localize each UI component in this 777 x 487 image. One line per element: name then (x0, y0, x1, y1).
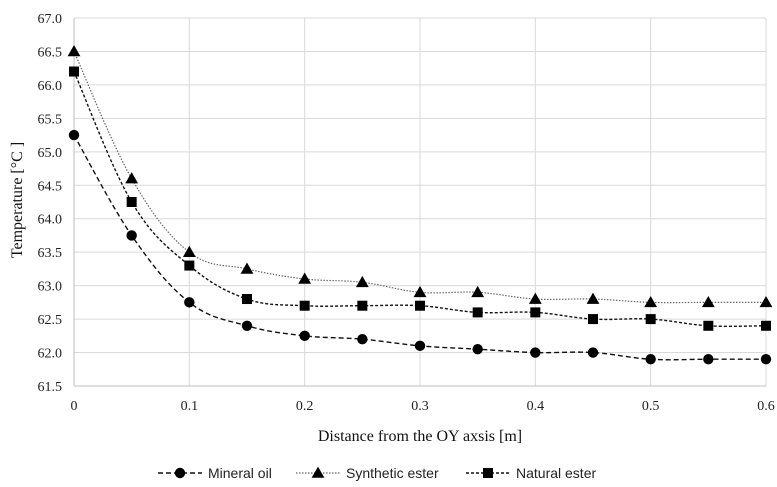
data-point (530, 347, 541, 358)
y-tick-label: 64.0 (38, 213, 63, 228)
legend-label: Mineral oil (208, 465, 272, 481)
data-point (241, 320, 253, 331)
data-point (472, 307, 483, 318)
data-point (530, 307, 541, 318)
x-tick-label: 0.4 (527, 399, 545, 414)
data-point (67, 45, 81, 57)
data-point (701, 295, 715, 308)
legend-marker (311, 466, 325, 478)
y-tick-label: 66.5 (38, 45, 63, 60)
data-point (587, 347, 599, 358)
legend-item: Mineral oil (158, 465, 272, 481)
data-point (357, 300, 368, 311)
y-tick-label: 64.5 (38, 179, 63, 194)
legend-marker (174, 467, 186, 479)
x-tick-label: 0.6 (757, 399, 775, 414)
data-point (586, 292, 600, 304)
data-point (588, 314, 598, 325)
x-tick-label: 0.5 (642, 399, 660, 414)
data-point (299, 330, 310, 342)
y-tick-label: 66.0 (38, 79, 63, 94)
x-axis-title: Distance from the OY axsis [m] (318, 428, 522, 445)
data-point (357, 333, 368, 345)
x-tick-label: 0.1 (181, 399, 199, 414)
y-tick-label: 62.0 (38, 347, 63, 362)
data-point (68, 129, 80, 141)
data-point (242, 294, 252, 305)
data-point (240, 262, 254, 274)
data-point (125, 172, 139, 184)
data-point (644, 295, 658, 308)
series-mineral-oil (68, 129, 772, 365)
legend-marker (483, 468, 493, 478)
legend-item: Synthetic ester (296, 465, 439, 481)
data-point (355, 275, 369, 288)
data-point (69, 66, 79, 77)
data-point (182, 245, 196, 257)
y-tick-label: 67.0 (38, 12, 63, 27)
x-tick-label: 0.2 (296, 399, 314, 414)
tick-labels: 61.5 62.0 62.5 63.0 63.5 64.0 64.5 65.0 65.5 66.0… (38, 12, 775, 414)
y-tick-label: 65.5 (38, 112, 63, 127)
legend-label: Synthetic ester (346, 465, 439, 481)
data-point (472, 344, 483, 355)
y-tick-label: 65.0 (38, 146, 63, 161)
legend-label: Natural ester (516, 465, 596, 481)
axes (73, 18, 766, 387)
y-tick-label: 61.5 (38, 380, 63, 395)
x-tick-label: 0.3 (411, 399, 429, 414)
y-axis-title: Temperature [°C ] (9, 142, 26, 258)
data-point (471, 285, 485, 298)
data-point (760, 354, 772, 365)
data-point (299, 300, 310, 311)
series-synthetic-ester (67, 45, 773, 308)
data-point (645, 314, 656, 325)
y-tick-label: 63.0 (38, 280, 63, 295)
x-tick-label: 0 (71, 399, 78, 414)
data-point (703, 320, 714, 331)
y-tick-label: 62.5 (38, 313, 63, 328)
data-point (645, 354, 656, 365)
data-point (415, 300, 425, 311)
legend-item: Natural ester (466, 465, 596, 481)
data-point (184, 297, 195, 308)
data-point (703, 354, 714, 365)
data-point (298, 272, 312, 284)
data-point (126, 230, 137, 241)
data-point (184, 260, 195, 271)
data-point (126, 197, 137, 207)
y-tick-label: 63.5 (38, 246, 63, 261)
series-natural-ester (69, 66, 771, 331)
grid (73, 17, 767, 387)
data-point (414, 340, 426, 352)
data-point (413, 285, 427, 298)
series-area (67, 45, 773, 365)
data-point (761, 320, 771, 331)
legend: Mineral oil Synthetic ester Natural ester (158, 465, 596, 481)
data-point (759, 295, 773, 308)
data-point (528, 292, 542, 304)
